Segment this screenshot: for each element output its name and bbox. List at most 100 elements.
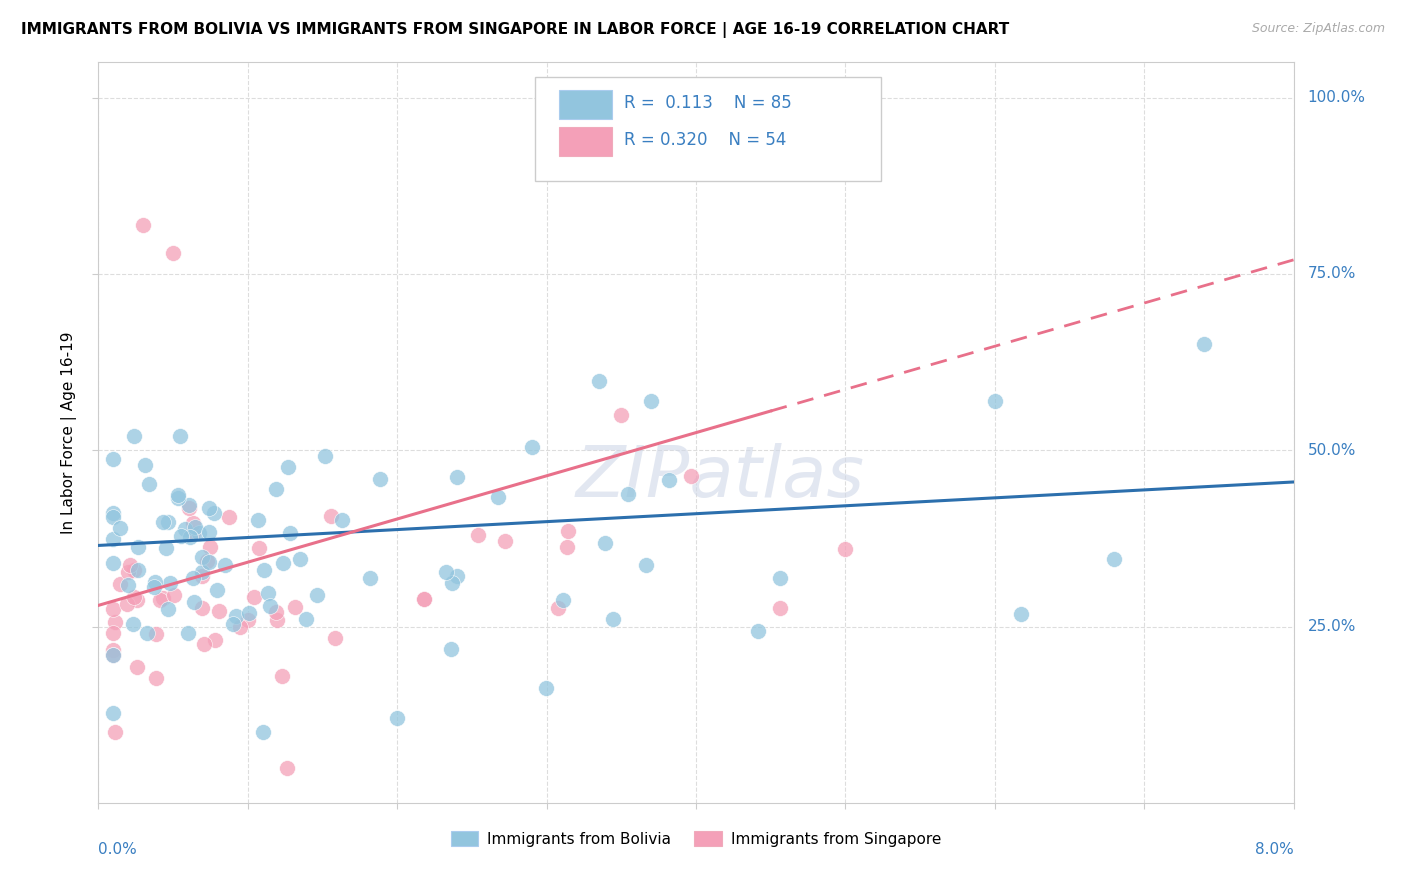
Point [277,460,299,475]
Point [163,588,186,602]
Point [193,637,215,651]
Point [188,526,211,541]
Point [202,506,225,520]
Point [118,558,141,573]
Text: 8.0%: 8.0% [1254,842,1294,856]
Point [359,571,381,585]
Point [103,507,125,521]
Point [143,575,166,590]
Point [314,449,336,463]
Point [247,513,270,527]
Legend: Immigrants from Bolivia, Immigrants from Singapore: Immigrants from Bolivia, Immigrants from… [443,823,949,855]
Point [191,601,214,615]
Point [198,541,221,555]
Point [225,608,247,623]
Point [121,616,143,631]
Point [181,526,204,541]
Point [184,520,207,534]
Point [553,593,575,607]
Point [198,524,221,539]
Text: 75.0%: 75.0% [1308,267,1355,282]
Point [152,591,174,605]
Point [191,566,214,580]
FancyBboxPatch shape [534,78,882,181]
Point [173,522,195,536]
Point [1010,607,1032,622]
Point [181,571,204,585]
Point [103,706,125,720]
Point [125,593,148,607]
Point [271,669,294,683]
Point [593,536,616,550]
Point [135,625,157,640]
Text: 100.0%: 100.0% [1308,90,1365,105]
Point [440,642,463,657]
Point [103,648,125,662]
Point [167,488,190,502]
Point [657,473,679,487]
Point [368,472,391,486]
Point [321,509,343,524]
Point [446,469,468,483]
Point [103,510,125,524]
Point [152,515,174,529]
Point [103,625,125,640]
Point [221,617,243,632]
Point [103,452,125,467]
Text: 25.0%: 25.0% [1308,619,1355,634]
Text: 0.0%: 0.0% [98,842,138,856]
Point [117,597,139,611]
Point [467,528,489,542]
Point [276,760,298,774]
Point [103,648,125,662]
Point [145,672,167,686]
Point [602,612,624,626]
Text: Source: ZipAtlas.com: Source: ZipAtlas.com [1251,22,1385,36]
Point [159,576,181,591]
Point [679,469,702,483]
Point [195,554,218,568]
Point [769,601,792,615]
Point [588,374,610,388]
Point [266,613,288,627]
Point [149,592,172,607]
Point [167,491,190,506]
Point [280,526,302,541]
Point [984,393,1007,408]
Point [412,591,434,606]
Point [271,556,294,570]
Point [198,501,221,516]
Point [177,626,200,640]
Point [259,599,281,614]
Point [536,681,558,695]
Bar [558,90,613,120]
Point [117,565,139,579]
Point [156,515,179,529]
Point [122,563,145,577]
Point [122,591,145,605]
Point [205,582,228,597]
Point [145,627,167,641]
Point [229,619,252,633]
Point [191,549,214,564]
Point [284,599,307,614]
Point [557,524,579,539]
Point [103,556,125,570]
Point [252,725,274,739]
Point [208,604,231,618]
Point [218,510,240,524]
Point [238,606,260,620]
Point [323,632,346,646]
Point [103,602,125,616]
Point [385,711,409,725]
Point [155,541,177,556]
Point [290,552,312,566]
Point [266,482,288,496]
Point [132,218,155,232]
Point [104,725,127,739]
Point [486,491,509,505]
Point [138,477,160,491]
Point [127,563,149,577]
Point [169,429,191,443]
Point [1192,337,1215,351]
